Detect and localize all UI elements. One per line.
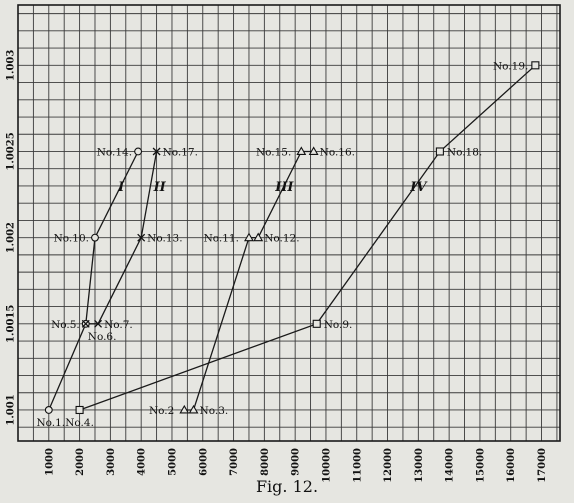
point-label: No.5. xyxy=(51,319,80,331)
point-label: No.17. xyxy=(163,146,198,158)
square-marker xyxy=(312,319,321,328)
series-labels: I II III IV xyxy=(117,180,428,195)
point-label: No.19. xyxy=(493,60,528,72)
x-tick-label: 14000 xyxy=(445,448,456,483)
x-tick-label: 1000 xyxy=(44,448,55,476)
point-label: No.15. xyxy=(256,146,291,158)
point-label: No.4. xyxy=(65,417,94,429)
x-tick-label: 6000 xyxy=(198,448,209,476)
curve-iv xyxy=(79,64,536,411)
figure-caption: Fig. 12. xyxy=(256,477,318,496)
triangle-marker xyxy=(308,146,319,156)
x-tick-label: 11000 xyxy=(352,448,363,483)
point-label: No.3. xyxy=(200,405,229,417)
grid xyxy=(18,5,560,441)
x-tick-label: 13000 xyxy=(414,448,425,483)
circle-marker xyxy=(134,147,143,156)
plot-frame xyxy=(17,4,561,442)
x-tick-label: 2000 xyxy=(75,448,86,476)
curve-i xyxy=(48,151,139,411)
x-marker xyxy=(94,319,103,328)
x-marker xyxy=(152,147,161,156)
curve-ii xyxy=(85,151,158,325)
point-labels: No.1. No.5. No.10. No.14. No.6.No.7. No.13. No… xyxy=(36,60,528,429)
circle-marker xyxy=(91,233,99,242)
point-label: No.10. xyxy=(54,233,89,245)
triangle-marker xyxy=(244,232,254,242)
square-marker xyxy=(531,61,540,70)
y-tick-label: 1.0025 xyxy=(6,132,17,170)
series-label-i: I xyxy=(117,180,125,195)
x-tick-label: 10000 xyxy=(321,448,332,483)
point-label: No.6. xyxy=(88,331,117,343)
point-label: No.11. xyxy=(204,233,239,245)
x-tick-label: 8000 xyxy=(260,448,271,476)
triangle-marker xyxy=(179,404,190,414)
triangle-marker xyxy=(188,404,199,414)
x-marker xyxy=(137,233,146,242)
x-tick-label: 17000 xyxy=(537,448,548,483)
circle-marker xyxy=(44,406,53,414)
x-tick-label: 4000 xyxy=(137,448,148,476)
square-marker xyxy=(75,405,84,415)
point-label: No.12. xyxy=(264,233,299,245)
point-label: No.2 xyxy=(149,405,174,417)
y-tick-label: 1.002 xyxy=(6,222,17,253)
point-label: No.9. xyxy=(324,319,353,331)
square-marker xyxy=(435,147,444,156)
x-tick-label: 5000 xyxy=(167,448,178,476)
x-tick-label: 16000 xyxy=(506,448,517,483)
point-label: No.16. xyxy=(320,146,355,158)
point-label: No.18. xyxy=(447,146,482,158)
triangle-marker xyxy=(296,146,307,156)
x-tick-label: 9000 xyxy=(291,448,302,476)
series-label-ii: II xyxy=(153,180,167,195)
x-tick-label: 3000 xyxy=(106,448,117,476)
series-label-iv: IV xyxy=(409,180,428,195)
series-label-iii: III xyxy=(274,180,294,195)
x-tick-labels: 1000 2000 3000 4000 5000 6000 7000 8000 9000 1000… xyxy=(44,448,548,483)
x-tick-label: 7000 xyxy=(229,448,240,476)
y-tick-label: 1.003 xyxy=(6,50,17,81)
x-marker xyxy=(81,319,90,328)
markers xyxy=(44,61,540,415)
point-label: No.7. xyxy=(104,319,133,331)
y-tick-labels: 1.001 1.0015 1.002 1.0025 1.003 xyxy=(6,50,17,426)
point-label: No.13. xyxy=(147,233,182,245)
y-tick-label: 1.0015 xyxy=(6,305,17,343)
x-tick-label: 12000 xyxy=(383,448,394,483)
y-tick-label: 1.001 xyxy=(6,394,17,425)
point-label: No.14. xyxy=(97,146,132,158)
point-label: No.1. xyxy=(36,417,65,429)
triangle-marker xyxy=(253,232,264,242)
x-tick-label: 15000 xyxy=(475,448,486,483)
